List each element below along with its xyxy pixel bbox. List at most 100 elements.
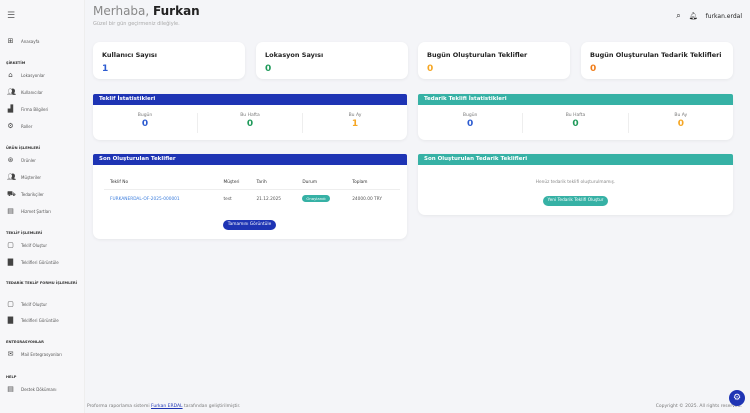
stat-value: 0 — [467, 119, 474, 129]
sidebar-item-label: Lokasyonlar — [21, 73, 45, 78]
sidebar-item[interactable]: ⌂ Lokasyonlar — [7, 72, 45, 79]
file-add-icon: ▢ — [7, 241, 14, 249]
stat-value: 1 — [102, 64, 109, 74]
page-title: Merhaba, Furkan — [93, 4, 200, 18]
stat-column: Bugün 0 — [93, 113, 198, 133]
sidebar-item[interactable]: ▇ Teklifleri Görüntüle — [7, 259, 59, 266]
sidebar-item-label: Mail Entegrasyonları — [21, 352, 62, 357]
recent-supply-card: Son Oluşturulan Tedarik Teklifleri Henüz… — [418, 154, 733, 215]
stat-value: 0 — [572, 119, 579, 129]
users-icon: 👥︎ — [7, 173, 16, 181]
stat-title: Bugün Oluşturulan Tedarik Teklifleri — [590, 51, 722, 59]
column-header: Tarih — [250, 180, 297, 190]
stat-label: Bu Hafta — [240, 113, 260, 118]
sidebar-item[interactable]: ▢ Teklif Oluştur — [7, 242, 47, 249]
truck-icon: ⛟ — [7, 190, 16, 198]
stat-value: 0 — [246, 119, 254, 129]
author-link[interactable]: Furkan ERDAL — [151, 404, 183, 409]
stat-value: 0 — [590, 64, 597, 74]
files-icon: ▇ — [7, 258, 14, 266]
sidebar-item[interactable]: 👥︎ Müşteriler — [7, 174, 41, 181]
sidebar-item-label: Teklif Oluştur — [21, 302, 48, 307]
sidebar-section-title: TEKLİF İŞLEMLERİ — [6, 231, 43, 235]
stat-card: Bugün Oluşturulan Teklifler 0 — [418, 42, 570, 79]
sidebar: ☰ ⊞ Anasayfa ŞİRKETİM ⌂ Lokasyonlar 👥︎ Kullanı… — [0, 0, 85, 413]
total-cell: 24000.00 TRY — [352, 196, 383, 202]
factory-icon: ▟ — [7, 105, 14, 113]
sidebar-item-label: Roller — [21, 124, 33, 129]
sidebar-item[interactable]: ⊞ Anasayfa — [7, 37, 40, 45]
sidebar-item[interactable]: ⊛ Ürünler — [7, 157, 36, 164]
files-icon: ▇ — [7, 316, 14, 324]
column-header: Toplam — [346, 180, 400, 190]
stat-label: Bu Hafta — [565, 113, 586, 118]
card-header: Son Oluşturulan Tedarik Teklifleri — [418, 154, 733, 165]
view-all-button[interactable]: Tamamını Görüntüle — [223, 220, 276, 230]
empty-message: Henüz tedarik teklifi oluşturulmamış. — [535, 180, 616, 185]
customer-cell: test — [223, 196, 232, 202]
column-header: Müşteri — [217, 180, 251, 190]
sidebar-item[interactable]: ⛟ Tedarikçiler — [7, 191, 44, 198]
stat-label: Bu Ay — [674, 113, 688, 118]
stat-column: Bu Ay 1 — [303, 113, 407, 133]
sidebar-item[interactable]: ⚙ Roller — [7, 123, 32, 130]
document-icon: ▤ — [7, 385, 14, 393]
stat-value: 1 — [351, 119, 359, 129]
sidebar-item-label: Hizmet Şartları — [21, 209, 51, 214]
stat-value: 0 — [427, 64, 434, 74]
search-icon[interactable]: ⌕ — [676, 11, 681, 20]
mail-icon: ✉ — [7, 350, 14, 358]
warehouse-icon: ⌂ — [8, 71, 13, 79]
stat-column: Bu Hafta 0 — [198, 113, 303, 133]
stat-value: 0 — [677, 119, 684, 129]
sidebar-item[interactable]: 👥︎ Kullanıcılar — [7, 89, 43, 96]
copyright: Copyright © 2025. All rights reserved. — [655, 404, 742, 409]
stat-label: Bugün — [462, 113, 478, 118]
sidebar-item[interactable]: ✉ Mail Entegrasyonları — [7, 351, 62, 358]
new-supply-offer-button[interactable]: Yeni Tedarik Teklifi Oluştur — [543, 196, 608, 206]
sidebar-item-label: Teklifleri Görüntüle — [21, 318, 59, 323]
menu-icon[interactable]: ☰ — [7, 11, 16, 21]
card-header: Tedarik Teklifi İstatistikleri — [418, 94, 733, 105]
stat-title: Bugün Oluşturulan Teklifler — [427, 51, 528, 59]
stat-value: 0 — [141, 119, 149, 129]
sidebar-item-label: Teklif Oluştur — [21, 243, 48, 248]
card-header: Teklif İstatistikleri — [93, 94, 407, 105]
document-icon: ▤ — [7, 207, 14, 215]
bell-icon[interactable]: 🔔︎ — [688, 12, 698, 20]
stat-column: Bugün 0 — [418, 113, 524, 133]
sidebar-item-label: Destek Dökümanı — [21, 387, 57, 392]
card-header: Son Oluşturulan Teklifler — [93, 154, 407, 165]
sidebar-item-label: Tedarikçiler — [21, 192, 44, 197]
stat-column: Bu Hafta 0 — [523, 113, 629, 133]
sidebar-item[interactable]: ▢ Teklif Oluştur — [7, 301, 47, 308]
sidebar-section-title: TEDARİK TEKLİF FORMU İŞLEMLERİ — [6, 281, 77, 285]
sidebar-item[interactable]: ▤ Destek Dökümanı — [7, 385, 57, 393]
sidebar-item[interactable]: ▇ Teklifleri Görüntüle — [7, 317, 59, 324]
user-menu[interactable]: furkan.erdal — [705, 12, 742, 20]
stat-title: Lokasyon Sayısı — [265, 51, 324, 59]
sidebar-section-title: ENTEGRASYONLAR — [6, 340, 44, 344]
stat-label: Bu Ay — [348, 113, 362, 118]
stat-label: Bugün — [137, 113, 153, 118]
table-row[interactable]: FURKANERDAL-OF-2025-000001 test 21.12.20… — [104, 190, 400, 202]
sidebar-item-label: Müşteriler — [21, 175, 42, 180]
gears-icon: ⚙ — [7, 122, 14, 130]
subtitle: Güzel bir gün geçirmeniz dileğiyle. — [93, 21, 180, 27]
file-add-icon: ▢ — [7, 300, 14, 308]
grid-icon: ⊞ — [7, 37, 14, 45]
gear-icon: ⚙ — [732, 393, 742, 403]
stat-card: Bugün Oluşturulan Tedarik Teklifleri 0 — [581, 42, 733, 79]
sidebar-item[interactable]: ▟ Firma Bilgileri — [7, 106, 48, 113]
sidebar-item[interactable]: ▤ Hizmet Şartları — [7, 208, 51, 215]
product-icon: ⊛ — [7, 156, 14, 164]
offer-link[interactable]: FURKANERDAL-OF-2025-000001 — [110, 196, 180, 202]
sidebar-section-title: ŞİRKETİM — [6, 61, 26, 65]
settings-button[interactable]: ⚙ — [729, 390, 745, 406]
sidebar-item-label: Anasayfa — [21, 39, 40, 44]
sidebar-item-label: Ürünler — [21, 158, 36, 163]
stat-title: Kullanıcı Sayısı — [102, 51, 158, 59]
offers-table: Teklif No Müşteri Tarih Durum Toplam FURKANE… — [104, 180, 400, 202]
sidebar-item-label: Kullanıcılar — [21, 90, 43, 95]
stat-value: 0 — [265, 64, 272, 74]
